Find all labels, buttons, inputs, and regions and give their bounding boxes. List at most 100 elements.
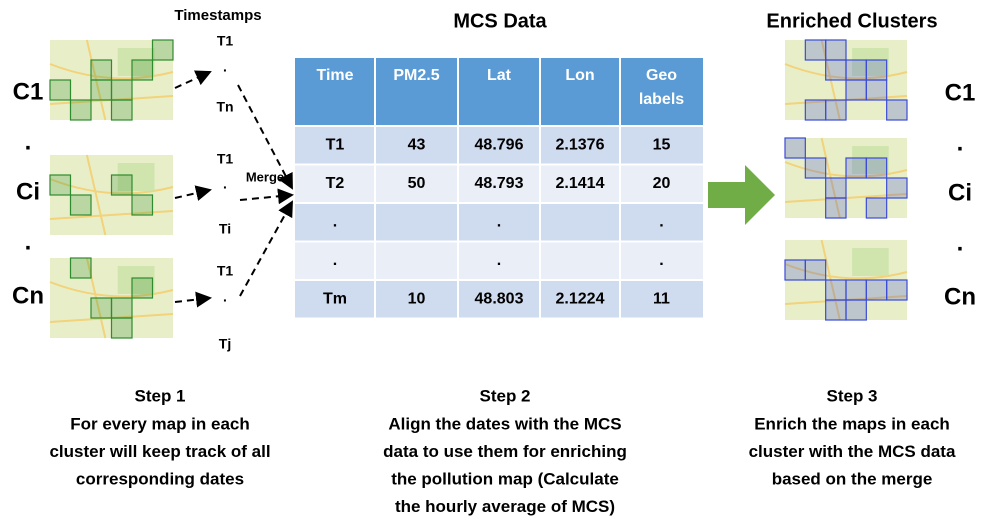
- table-cell: .: [497, 252, 501, 269]
- table-cell: T2: [326, 175, 345, 192]
- cluster-label: Ci: [16, 178, 40, 205]
- step-text: cluster will keep track of all: [49, 442, 270, 461]
- table-cell: 50: [408, 175, 426, 192]
- step-text: the pollution map (Calculate: [391, 469, 619, 488]
- map-area: [852, 48, 889, 76]
- cluster-label: .: [25, 128, 32, 155]
- table-cell: 10: [408, 290, 426, 307]
- map-cell: [110, 317, 133, 339]
- map-cell: [825, 99, 847, 121]
- table-header-bg: [295, 58, 703, 126]
- map-cell: [90, 59, 113, 81]
- map-cell: [784, 137, 806, 159]
- map-cell: [151, 39, 174, 61]
- table-cell: 20: [653, 175, 671, 192]
- map-cell: [865, 197, 888, 219]
- map-cell: [784, 259, 806, 281]
- map-cell: [845, 79, 867, 101]
- dashed-arrows: [174, 70, 294, 308]
- step-text: Align the dates with the MCS: [388, 414, 621, 433]
- step-title: Step 3: [826, 386, 877, 405]
- table-cell: 2.1224: [556, 290, 605, 307]
- map-cell: [49, 174, 72, 196]
- cluster-label: Cn: [12, 282, 44, 309]
- map-cell: [69, 194, 92, 216]
- table-header: Geo labels: [639, 67, 684, 108]
- enriched-cluster-label: .: [957, 229, 964, 256]
- table-cell: .: [333, 213, 337, 230]
- enriched-cluster-label: .: [957, 129, 964, 156]
- table-cell: 15: [653, 136, 671, 153]
- map-area: [117, 266, 155, 294]
- table-cell: 2.1414: [556, 175, 605, 192]
- map-cell: [865, 79, 888, 101]
- table-cell: Tm: [323, 290, 347, 307]
- step-text: the hourly average of MCS): [395, 497, 615, 516]
- map-cell: [69, 257, 92, 279]
- step-text: data to use them for enriching: [383, 442, 627, 461]
- map-cell: [110, 99, 133, 121]
- map-thumbnail: [49, 154, 174, 236]
- map-cell: [804, 99, 827, 121]
- map-cell: [131, 277, 154, 299]
- map-area: [117, 48, 155, 76]
- table-cell: 11: [653, 290, 670, 307]
- step-title: Step 2: [479, 386, 530, 405]
- enriched-cluster-label: Cn: [944, 283, 976, 310]
- timestamps-header: Timestamps: [174, 7, 261, 24]
- map-thumbnail: [784, 239, 908, 321]
- table-title: MCS Data: [453, 10, 547, 32]
- table-header: Lat: [487, 67, 512, 84]
- timestamp: .: [223, 59, 227, 75]
- map-cell: [110, 174, 133, 196]
- map-cell: [825, 279, 847, 301]
- timestamp: T1: [217, 33, 234, 49]
- cluster-label: .: [25, 228, 32, 255]
- map-cell: [825, 197, 847, 219]
- map-cell: [825, 299, 847, 321]
- step-text: Enrich the maps in each: [754, 414, 950, 433]
- table-cell: .: [659, 213, 663, 230]
- merge-label: Merge: [246, 169, 284, 184]
- map-cell: [804, 39, 827, 61]
- map-cell: [865, 279, 888, 301]
- table-cell: .: [497, 213, 501, 230]
- map-thumbnail: [784, 137, 908, 219]
- step-text: based on the merge: [772, 469, 933, 488]
- timestamp: T1: [217, 263, 234, 279]
- timestamp: .: [223, 176, 227, 192]
- cluster-label: C1: [13, 78, 44, 105]
- table-header: Lon: [565, 67, 594, 84]
- map-thumbnail: [49, 257, 174, 339]
- map-cell: [110, 297, 133, 319]
- map-cell: [865, 157, 888, 179]
- map-thumbnail: [784, 39, 908, 121]
- table-row-bg: [295, 126, 703, 165]
- table-row-bg: [295, 203, 703, 242]
- step-title: Step 1: [134, 386, 185, 405]
- map-cell: [69, 99, 92, 121]
- map-area: [852, 146, 889, 174]
- map-cell: [845, 157, 867, 179]
- map-cell: [845, 299, 867, 321]
- timestamp: T1: [217, 151, 234, 167]
- timestamp: .: [223, 289, 227, 305]
- map-thumbnail: [49, 39, 174, 121]
- table-cell: .: [659, 252, 663, 269]
- map-cell: [886, 279, 908, 301]
- table-cell: T1: [326, 136, 345, 153]
- map-cell: [865, 59, 888, 81]
- map-cell: [804, 157, 827, 179]
- map-cell: [131, 59, 154, 81]
- step-text: For every map in each: [70, 414, 250, 433]
- map-cell: [825, 177, 847, 199]
- timestamp: Tn: [216, 99, 233, 115]
- map-cell: [90, 297, 113, 319]
- table-header: PM2.5: [393, 67, 439, 84]
- map-cell: [131, 194, 154, 216]
- map-cell: [825, 59, 847, 81]
- map-cell: [845, 279, 867, 301]
- enriched-cluster-label: Ci: [948, 179, 972, 206]
- table-cell: 2.1376: [556, 136, 605, 153]
